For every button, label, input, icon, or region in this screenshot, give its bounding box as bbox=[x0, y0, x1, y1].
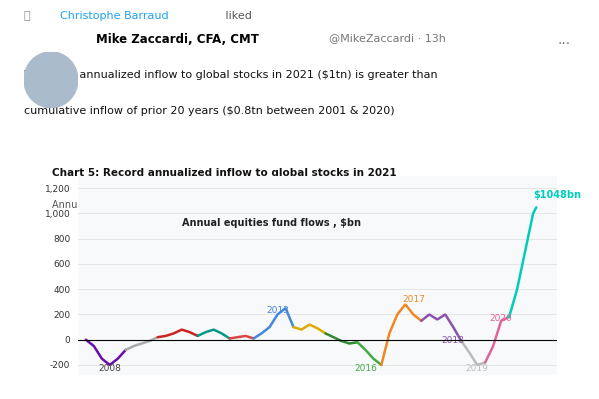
Text: $1048bn: $1048bn bbox=[533, 190, 581, 200]
Text: Mike Zaccardi, CFA, CMT: Mike Zaccardi, CFA, CMT bbox=[96, 34, 259, 46]
Text: Wild: The annualized inflow to global stocks in 2021 ($1tn) is greater than: Wild: The annualized inflow to global st… bbox=[24, 70, 438, 80]
Text: 2016: 2016 bbox=[354, 363, 377, 373]
Circle shape bbox=[24, 52, 78, 108]
Text: Chart 5: Record annualized inflow to global stocks in 2021: Chart 5: Record annualized inflow to glo… bbox=[52, 168, 397, 178]
Text: 🤍: 🤍 bbox=[24, 11, 31, 21]
Text: Annual equities fund flows , $bn: Annual equities fund flows , $bn bbox=[181, 218, 361, 228]
Text: 2017: 2017 bbox=[402, 295, 425, 304]
Text: 2018: 2018 bbox=[442, 336, 465, 346]
Text: 2020: 2020 bbox=[490, 314, 513, 323]
Text: @MikeZaccardi · 13h: @MikeZaccardi · 13h bbox=[329, 34, 446, 43]
Text: 2008: 2008 bbox=[98, 363, 121, 373]
Text: cumulative inflow of prior 20 years ($0.8tn between 2001 & 2020): cumulative inflow of prior 20 years ($0.… bbox=[24, 106, 395, 116]
Text: 2013: 2013 bbox=[266, 306, 289, 315]
Text: 2019: 2019 bbox=[466, 363, 489, 373]
Text: Annual equities fund flows ($bn): Annual equities fund flows ($bn) bbox=[52, 200, 211, 209]
Text: liked: liked bbox=[222, 11, 252, 21]
Text: Christophe Barraud: Christophe Barraud bbox=[60, 11, 168, 21]
Text: ...: ... bbox=[557, 34, 570, 47]
